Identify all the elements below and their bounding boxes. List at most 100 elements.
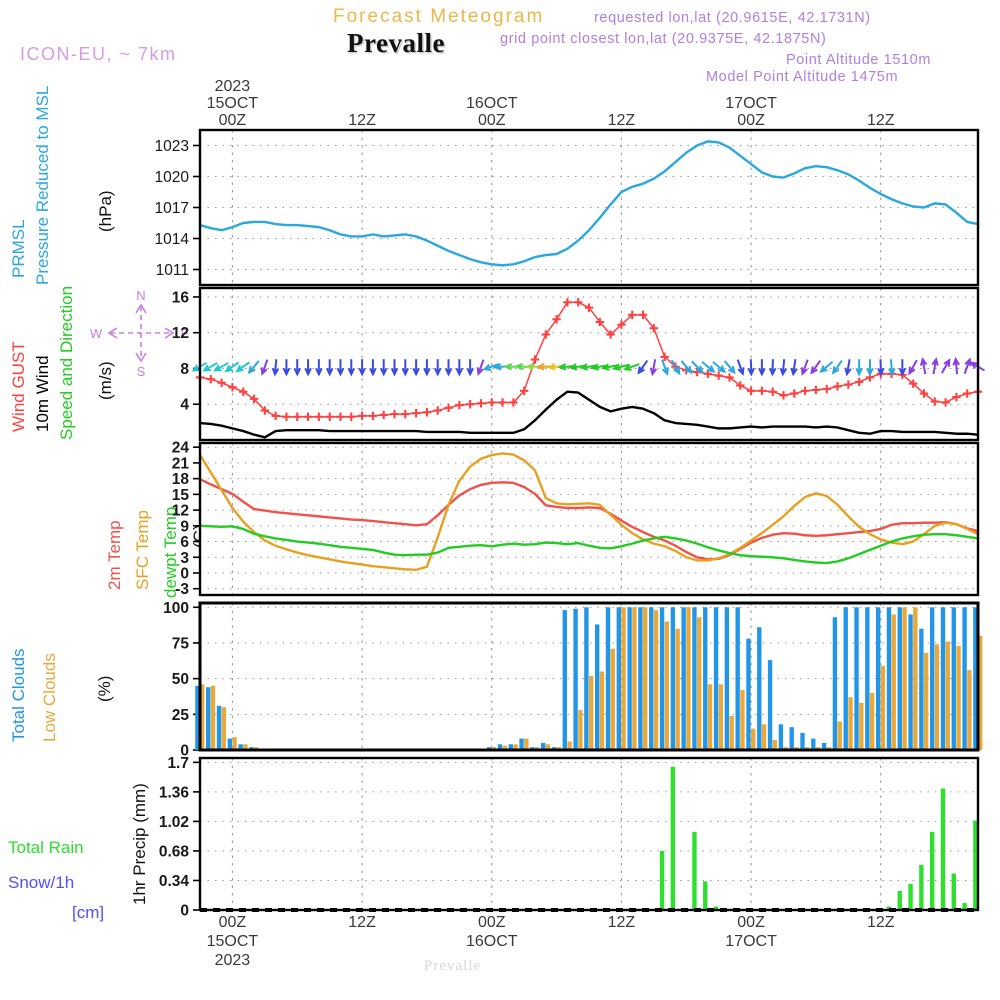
wind-direction-arrow bbox=[325, 359, 334, 377]
bar-total-rain bbox=[951, 873, 956, 910]
wind-direction-legend: N S W E bbox=[88, 288, 194, 380]
panel-frame bbox=[198, 756, 980, 912]
wind-direction-arrow bbox=[369, 359, 377, 377]
bar-low-clouds bbox=[578, 710, 583, 750]
wind-direction-arrow bbox=[315, 359, 323, 377]
wind-direction-arrow bbox=[888, 359, 896, 377]
y-tick-label: 0.34 bbox=[159, 873, 190, 890]
wind-direction-arrow bbox=[358, 359, 366, 377]
series-10m-wind bbox=[198, 390, 980, 439]
gust-marker bbox=[249, 394, 259, 404]
gust-marker bbox=[606, 330, 615, 339]
gust-marker bbox=[595, 317, 605, 327]
wind-direction-arrow bbox=[476, 359, 485, 376]
bar-total-clouds bbox=[778, 724, 784, 750]
bar-total-clouds bbox=[616, 607, 621, 750]
bar-low-clouds bbox=[902, 607, 907, 750]
time-tick-label: 12Z bbox=[867, 112, 895, 128]
wind-direction-arrow bbox=[819, 361, 834, 373]
wind-direction-arrow bbox=[444, 359, 453, 377]
wind-direction-arrow bbox=[304, 359, 312, 377]
bar-total-clouds bbox=[497, 744, 503, 750]
gust-marker bbox=[768, 387, 777, 396]
bar-low-clouds bbox=[772, 740, 778, 750]
bar-low-clouds bbox=[945, 641, 950, 750]
bar-low-clouds bbox=[567, 741, 572, 750]
bar-low-clouds bbox=[859, 702, 864, 750]
wind-direction-arrow bbox=[423, 359, 431, 377]
bar-low-clouds bbox=[210, 685, 216, 750]
label-low-clouds: Low Clouds bbox=[40, 653, 59, 742]
bar-low-clouds bbox=[697, 617, 702, 750]
wind-direction-arrow bbox=[466, 359, 474, 377]
bar-low-clouds bbox=[675, 628, 680, 750]
gust-marker bbox=[563, 298, 572, 307]
gust-marker bbox=[725, 373, 734, 382]
panel-frame bbox=[198, 128, 980, 287]
bar-total-clouds bbox=[605, 607, 611, 750]
bar-low-clouds bbox=[740, 690, 745, 750]
label-snow-unit: [cm] bbox=[72, 903, 104, 922]
gust-marker bbox=[303, 412, 313, 421]
wind-direction-arrow bbox=[758, 359, 766, 377]
bar-total-clouds bbox=[919, 628, 924, 750]
wind-direction-arrow bbox=[866, 359, 874, 377]
bar-total-clouds bbox=[735, 607, 740, 750]
bar-total-clouds bbox=[638, 607, 643, 750]
gust-marker bbox=[314, 412, 324, 421]
gust-marker bbox=[422, 408, 432, 417]
y-tick-label: 18 bbox=[172, 471, 190, 488]
bar-low-clouds bbox=[643, 607, 648, 750]
bar-total-clouds bbox=[897, 607, 902, 750]
wind-direction-arrow bbox=[940, 358, 951, 374]
label-wind-gust: Wind GUST bbox=[9, 341, 28, 432]
panel-frame bbox=[198, 286, 980, 442]
wind-direction-arrow bbox=[779, 359, 788, 377]
gust-marker bbox=[293, 412, 302, 421]
y-tick-label: 100 bbox=[163, 600, 189, 617]
wind-direction-arrow bbox=[670, 359, 681, 376]
y-tick-label: 6 bbox=[180, 534, 189, 551]
gust-marker bbox=[941, 398, 950, 407]
bar-total-rain bbox=[670, 766, 676, 910]
gust-marker bbox=[736, 381, 745, 390]
wind-direction-arrow bbox=[336, 359, 345, 377]
bar-low-clouds bbox=[221, 707, 226, 750]
series-prmsl bbox=[198, 140, 980, 267]
forecast-meteogram-title: Forecast Meteogram bbox=[333, 6, 545, 27]
gust-marker bbox=[228, 383, 237, 392]
gust-marker bbox=[411, 408, 421, 418]
panel-temperature-chart: -3 0 3 6 9 12 15 18 21 24 bbox=[172, 440, 980, 598]
gust-marker bbox=[930, 397, 939, 406]
label-total-clouds: Total Clouds bbox=[9, 648, 28, 742]
series-dewpt-temp bbox=[198, 524, 980, 565]
bar-low-clouds bbox=[869, 692, 875, 750]
gust-marker bbox=[714, 371, 723, 380]
bar-low-clouds bbox=[956, 645, 961, 750]
label-10m-wind: 10m Wind bbox=[33, 355, 52, 432]
bar-total-rain bbox=[703, 881, 708, 910]
bar-low-clouds bbox=[589, 675, 594, 750]
wind-direction-arrow bbox=[747, 359, 755, 377]
bar-total-clouds bbox=[951, 607, 956, 750]
time-tick-label: 00Z bbox=[478, 914, 506, 931]
y-tick-label: 21 bbox=[172, 455, 190, 472]
wind-direction-arrow bbox=[433, 359, 442, 377]
time-tick-label: 00Z bbox=[219, 112, 247, 128]
gust-marker bbox=[487, 398, 496, 407]
wind-direction-arrow bbox=[680, 360, 693, 375]
time-tick-label: 2023 bbox=[215, 78, 251, 95]
bar-total-clouds bbox=[865, 607, 870, 750]
wind-direction-arrow bbox=[790, 359, 798, 377]
legend-east: E bbox=[181, 326, 190, 341]
wind-direction-arrow bbox=[712, 361, 727, 373]
unit-hpa: (hPa) bbox=[96, 190, 115, 232]
bar-low-clouds bbox=[934, 644, 940, 750]
label-2m-temp: 2m Temp bbox=[105, 520, 124, 590]
time-tick-label: 12Z bbox=[348, 112, 376, 128]
wind-direction-arrow bbox=[831, 359, 843, 375]
bar-total-rain bbox=[919, 864, 924, 910]
bar-total-clouds bbox=[908, 614, 913, 750]
gust-marker bbox=[584, 303, 594, 312]
bar-low-clouds bbox=[610, 648, 615, 750]
